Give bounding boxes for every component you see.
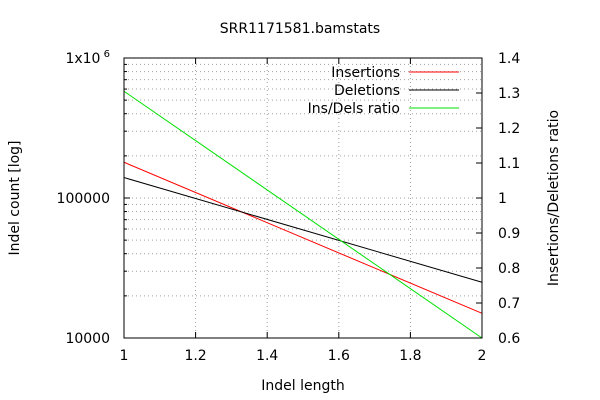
y2-tick-label: 1.4 [498, 51, 520, 67]
y2-tick-label: 1.2 [498, 121, 520, 137]
plot-lines [123, 90, 483, 339]
x-tick-label: 2 [478, 348, 487, 364]
y2-tick-label: 0.6 [498, 331, 520, 347]
y-tick-label: 100000 [57, 191, 110, 207]
y2-tick-label: 1.1 [498, 156, 520, 172]
y-tick-label: 1x10 6 [65, 49, 110, 67]
x-tick-label: 1 [120, 348, 129, 364]
series-ins-dels-ratio-line [123, 90, 483, 339]
y2-axis-label: Insertions/Deletions ratio [546, 110, 562, 286]
y-tick-label: 10000 [65, 331, 110, 347]
y2-tick-label: 0.9 [498, 226, 520, 242]
legend-label: Ins/Dels ratio [308, 101, 400, 117]
x-tick-label: 1.2 [184, 348, 206, 364]
y2-tick-label: 1 [498, 191, 507, 207]
legend: Insertions Deletions Ins/Dels ratio [308, 65, 459, 117]
axis-ticks [123, 57, 483, 339]
tick-labels: 1 1.2 1.4 1.6 1.8 2 10000 100000 1x10 6 0.6 0.7 0.8… [57, 49, 521, 364]
y2-tick-label: 0.7 [498, 296, 520, 312]
grid [124, 58, 482, 338]
y-tick-exponent: 6 [100, 49, 110, 60]
chart-title: SRR1171581.bamstats [220, 21, 380, 37]
series-insertions-line [123, 161, 483, 314]
x-tick-label: 1.8 [399, 348, 421, 364]
x-tick-label: 1.4 [256, 348, 278, 364]
series-deletions-line [123, 177, 483, 283]
x-axis-label: Indel length [261, 378, 344, 394]
y2-tick-label: 1.3 [498, 86, 520, 102]
y2-tick-label: 0.8 [498, 261, 520, 277]
legend-label: Insertions [331, 65, 400, 81]
y-axis-label: Indel count [log] [7, 140, 23, 255]
x-tick-label: 1.6 [328, 348, 350, 364]
legend-label: Deletions [334, 83, 400, 99]
